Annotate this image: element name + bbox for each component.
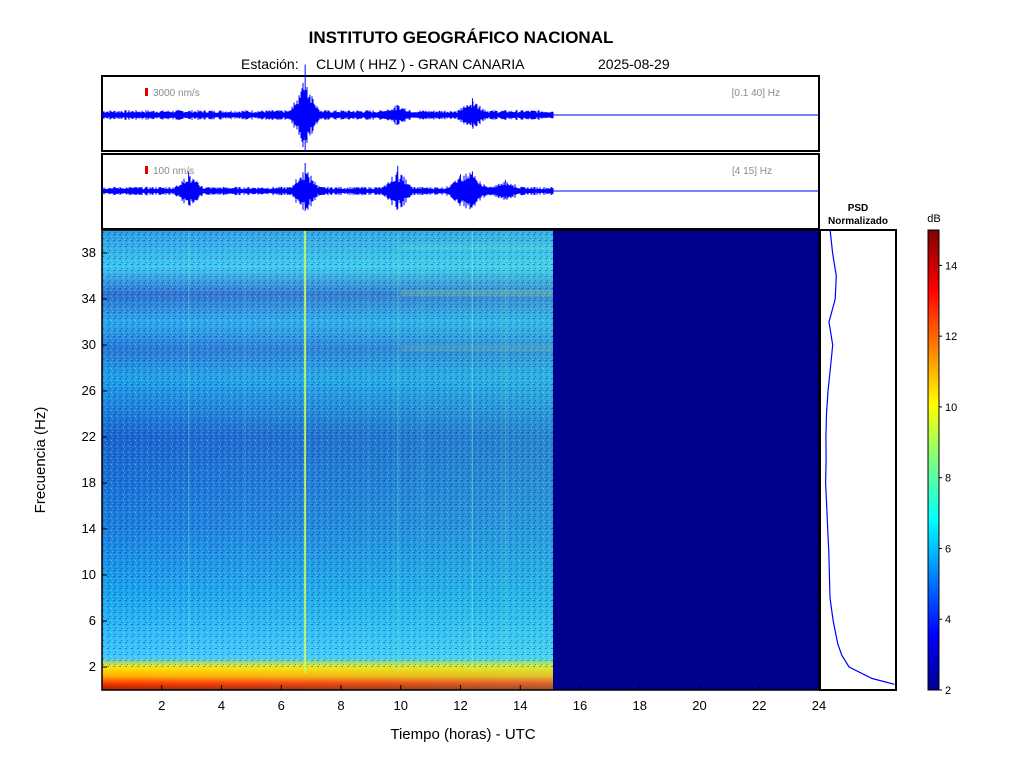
x-tick-label: 10 xyxy=(394,698,408,713)
y-tick-label: 14 xyxy=(82,521,96,536)
chart-title: INSTITUTO GEOGRÁFICO NACIONAL xyxy=(308,28,614,47)
y-tick-label: 22 xyxy=(82,429,96,444)
trace-wave xyxy=(102,82,554,148)
freq-band xyxy=(400,290,554,297)
x-tick-label: 20 xyxy=(692,698,706,713)
psd-panel: PSD Normalizado xyxy=(819,203,897,691)
x-tick-label: 24 xyxy=(812,698,826,713)
freq-band xyxy=(400,244,554,251)
seismogram-panel-2: 100 nm/s [4 15] Hz xyxy=(101,153,820,230)
colorbar-gradient xyxy=(927,229,940,691)
y-axis-label: Frecuencia (Hz) xyxy=(32,407,49,514)
scale-label-1: 3000 nm/s xyxy=(153,88,200,99)
x-tick-label: 16 xyxy=(573,698,587,713)
scale-bar-1 xyxy=(145,88,148,96)
x-tick-label: 14 xyxy=(513,698,527,713)
y-tick-label: 2 xyxy=(89,659,96,674)
colorbar-tick-label: 4 xyxy=(945,614,951,626)
x-tick-label: 4 xyxy=(218,698,225,713)
colorbar-tick-label: 12 xyxy=(945,331,957,343)
scale-bar-2 xyxy=(145,166,148,174)
station-label: Estación: xyxy=(241,56,299,72)
y-tick-label: 18 xyxy=(82,475,96,490)
x-tick-label: 6 xyxy=(278,698,285,713)
x-tick-label: 22 xyxy=(752,698,766,713)
psd-title-line-2: Normalizado xyxy=(828,216,888,227)
seismogram-trace-1 xyxy=(102,64,818,151)
band-label-1: [0.1 40] Hz xyxy=(732,88,780,99)
colorbar-ticks: 2 4 6 8 10 12 14 xyxy=(939,260,957,697)
spectrogram-event-lines xyxy=(188,230,554,673)
x-tick-label: 12 xyxy=(453,698,467,713)
colorbar-tick-label: 10 xyxy=(945,402,957,414)
colorbar-label: dB xyxy=(927,213,940,225)
freq-band xyxy=(400,345,554,352)
y-tick-label: 30 xyxy=(82,337,96,352)
colorbar-tick-label: 14 xyxy=(945,260,957,272)
y-tick-label: 34 xyxy=(82,291,96,306)
band-label-2: [4 15] Hz xyxy=(732,166,772,177)
scale-label-2: 100 nm/s xyxy=(153,166,194,177)
date-label: 2025-08-29 xyxy=(598,56,670,72)
seismogram-panel-1: 3000 nm/s [0.1 40] Hz xyxy=(101,64,820,152)
trace-wave xyxy=(102,172,554,210)
psd-curve xyxy=(824,229,895,685)
y-tick-label: 10 xyxy=(82,567,96,582)
seismogram-trace-2 xyxy=(102,163,818,211)
y-tick-label: 26 xyxy=(82,383,96,398)
x-tick-label: 2 xyxy=(158,698,165,713)
x-tick-label: 18 xyxy=(633,698,647,713)
y-tick-label: 6 xyxy=(89,613,96,628)
colorbar-tick-label: 6 xyxy=(945,543,951,555)
x-tick-label: 8 xyxy=(337,698,344,713)
spectrogram-panel: 2 4 6 8 10 12 14 16 18 20 22 24 261014182226303438 … xyxy=(32,229,826,743)
colorbar-tick-label: 8 xyxy=(945,473,951,485)
x-axis: 2 4 6 8 10 12 14 16 18 20 22 24 xyxy=(158,685,826,713)
x-axis-label: Tiempo (horas) - UTC xyxy=(390,726,535,743)
y-tick-label: 38 xyxy=(82,245,96,260)
colorbar-tick-label: 2 xyxy=(945,685,951,697)
psd-title-line-1: PSD xyxy=(848,203,869,214)
spectrogram-no-data xyxy=(553,230,819,690)
station-name: CLUM ( HHZ ) - GRAN CANARIA xyxy=(316,56,525,72)
colorbar: dB 2 4 6 8 10 12 14 xyxy=(927,213,957,697)
